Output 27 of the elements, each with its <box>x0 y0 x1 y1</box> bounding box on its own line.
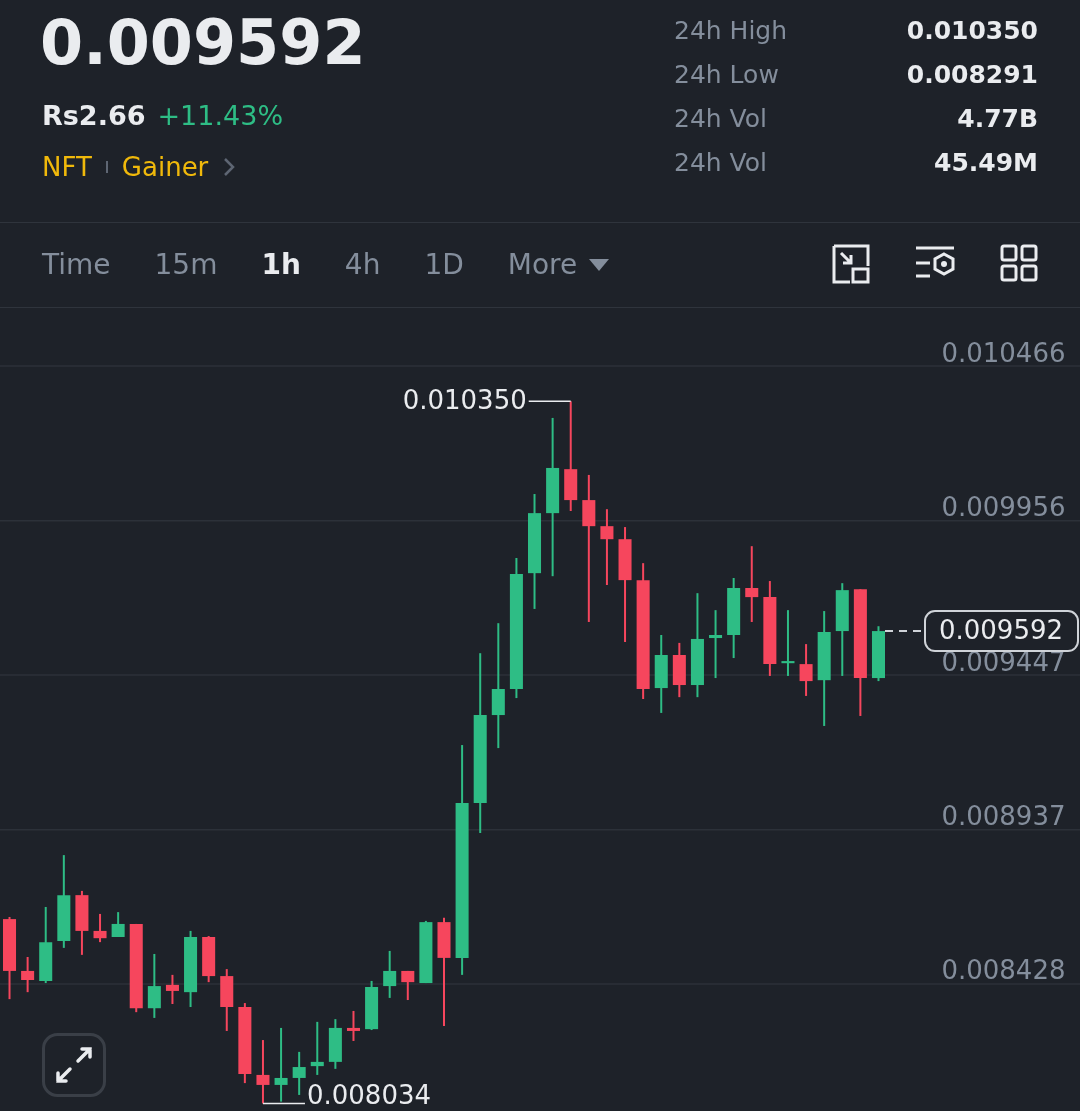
text: +11.43% <box>157 100 284 131</box>
annotation: 0.008034 <box>306 1080 432 1111</box>
text: 24h Vol <box>674 148 768 179</box>
text: 4.77B <box>957 104 1038 135</box>
text: Gainer <box>121 152 209 182</box>
y-tick-label: 0.009447 <box>941 646 1066 677</box>
text: 45.49M <box>934 148 1038 179</box>
chart-title: 0.009592 <box>40 6 366 79</box>
text: 0.008291 <box>906 60 1038 91</box>
y-tick-label: 0.009956 <box>941 492 1066 523</box>
text: 24h High <box>674 16 788 47</box>
text: 15m <box>154 248 218 281</box>
text: Rs2.66 <box>42 100 146 131</box>
text: 1h <box>261 248 301 281</box>
ref-line-label: 0.009592 <box>938 615 1064 646</box>
y-tick-label: 0.008428 <box>941 955 1066 986</box>
text: More <box>507 248 578 281</box>
text: 24h Vol <box>674 104 768 135</box>
text: NFT <box>42 152 92 182</box>
y-tick-label: 0.010466 <box>941 337 1066 368</box>
text: 24h Low <box>674 60 779 91</box>
y-tick-label: 0.008937 <box>941 801 1066 832</box>
text: 0.010350 <box>906 16 1038 47</box>
text: 1D <box>424 248 464 281</box>
annotation: 0.010350 <box>402 385 527 416</box>
text: 4h <box>344 248 381 281</box>
text: Time <box>42 248 111 281</box>
